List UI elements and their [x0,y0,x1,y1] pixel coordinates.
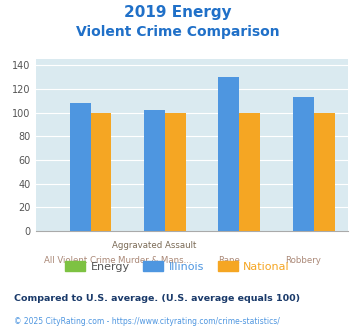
Text: 2019 Energy: 2019 Energy [124,5,231,20]
Text: Aggravated Assault: Aggravated Assault [112,241,197,250]
Text: Murder & Mans...: Murder & Mans... [118,256,191,265]
Bar [218,77,239,231]
Bar [165,113,186,231]
Bar [91,113,111,231]
Text: © 2025 CityRating.com - https://www.cityrating.com/crime-statistics/: © 2025 CityRating.com - https://www.city… [14,317,280,326]
Text: Robbery: Robbery [285,256,321,265]
Text: All Violent Crime: All Violent Crime [44,256,116,265]
Text: Compared to U.S. average. (U.S. average equals 100): Compared to U.S. average. (U.S. average … [14,294,300,303]
Bar [144,110,165,231]
Legend: Energy, Illinois, National: Energy, Illinois, National [61,257,294,277]
Text: Rape: Rape [218,256,240,265]
Text: Violent Crime Comparison: Violent Crime Comparison [76,25,279,39]
Bar [70,103,91,231]
Bar [314,113,334,231]
Bar [239,113,260,231]
Bar [293,97,314,231]
